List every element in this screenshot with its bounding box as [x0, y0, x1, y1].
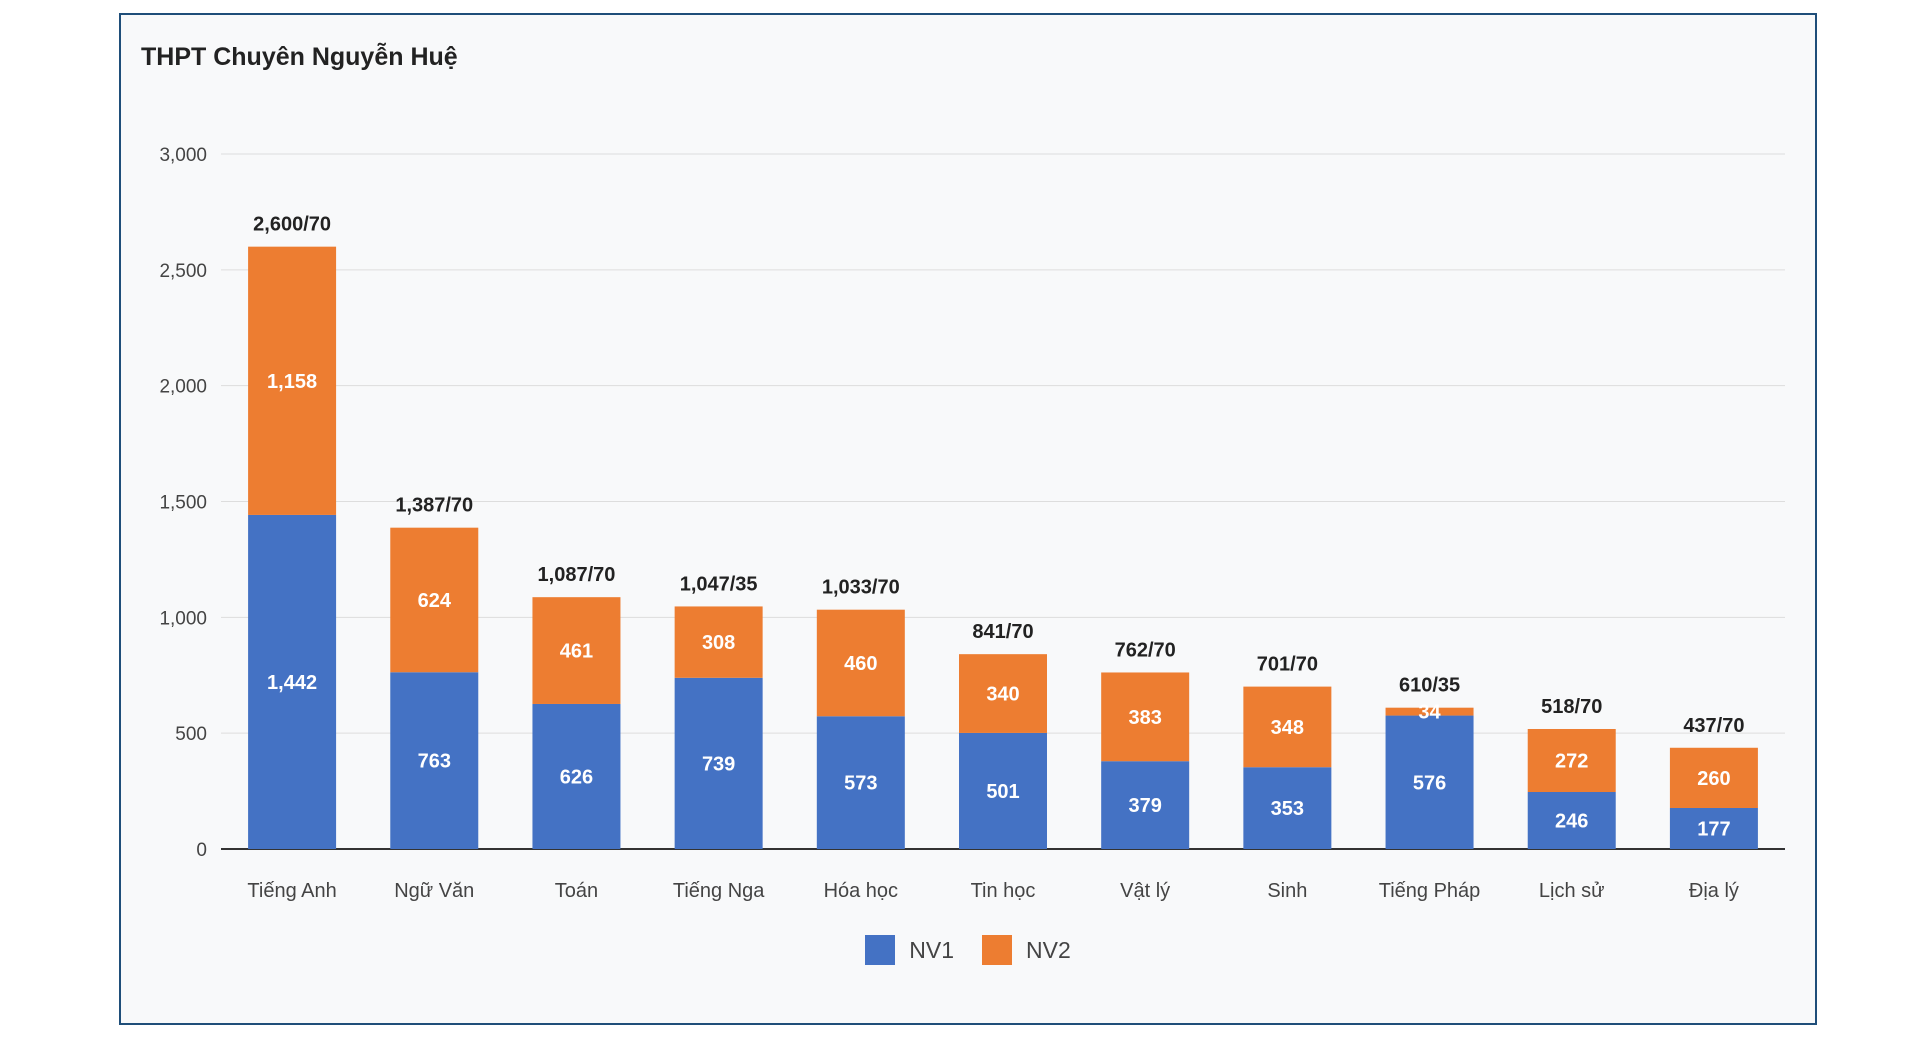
chart-legend: NV1 NV2: [121, 935, 1815, 965]
bar-nv2: [1385, 707, 1474, 716]
bar-nv2: [674, 606, 763, 678]
data-label-nv2: 461: [560, 641, 593, 663]
data-label-nv1: 739: [702, 753, 735, 775]
data-label-nv2: 308: [702, 632, 735, 654]
bar-nv1: [816, 716, 905, 849]
data-label-nv1: 501: [986, 781, 1019, 803]
x-tick-label: Vật lý: [1120, 880, 1170, 902]
bar-nv1: [532, 703, 621, 849]
bar-nv1: [1385, 715, 1474, 849]
chart-title: THPT Chuyên Nguyễn Huệ: [141, 43, 458, 71]
total-label: 437/70: [1683, 715, 1744, 737]
legend-swatch-nv1: [865, 935, 896, 965]
x-tick-label: Sinh: [1267, 880, 1307, 902]
total-label: 841/70: [972, 621, 1033, 643]
bar-nv1: [390, 672, 479, 849]
total-label: 1,387/70: [395, 495, 473, 517]
bar-nv1: [1101, 761, 1190, 849]
bar-nv2: [1669, 747, 1758, 808]
bar-nv1: [248, 514, 337, 849]
bar-chart: 0 500 1,000 1,500 2,000 2,500 3,000 1,442 1,158 2…: [159, 145, 1785, 902]
bar-nv1: [674, 677, 763, 849]
bar-nv2: [1101, 672, 1190, 762]
total-label: 1,047/35: [680, 573, 758, 595]
data-label-nv1: 576: [1413, 772, 1446, 794]
data-label-nv2: 1,158: [267, 371, 317, 393]
bar-nv2: [390, 527, 479, 673]
bar-nv1: [959, 732, 1047, 849]
data-label-nv1: 626: [560, 766, 593, 788]
total-label: 762/70: [1115, 639, 1176, 661]
data-label-nv1: 573: [844, 773, 877, 795]
data-label-nv2: 34: [1418, 702, 1441, 724]
data-label-nv1: 177: [1697, 818, 1730, 840]
bar-nv2: [1527, 728, 1616, 793]
bar-nv2: [248, 246, 337, 515]
y-tick-label: 0: [196, 840, 207, 861]
x-tick-label: Tin học: [971, 880, 1036, 902]
total-label: 701/70: [1257, 654, 1318, 676]
data-label-nv2: 460: [844, 653, 877, 675]
data-label-nv1: 353: [1271, 798, 1304, 820]
data-label-nv1: 246: [1555, 811, 1588, 833]
legend-label-nv1: NV1: [909, 936, 954, 963]
x-tick-label: Lịch sử: [1539, 880, 1605, 902]
bar-nv2: [532, 597, 621, 704]
y-tick-label: 1,500: [159, 493, 207, 514]
data-label-nv1: 1,442: [267, 672, 317, 694]
x-tick-label: Tiếng Anh: [247, 880, 336, 902]
x-tick-label: Ngữ Văn: [394, 880, 474, 902]
total-label: 1,033/70: [822, 577, 900, 599]
y-tick-label: 500: [175, 724, 207, 745]
total-label: 610/35: [1399, 675, 1460, 697]
x-tick-label: Tiếng Pháp: [1379, 880, 1481, 902]
y-tick-label: 1,000: [159, 608, 207, 629]
bar-nv2: [816, 609, 905, 717]
x-tick-label: Toán: [555, 880, 598, 902]
y-tick-label: 2,500: [159, 261, 207, 282]
y-tick-label: 2,000: [159, 377, 207, 398]
data-label-nv1: 763: [418, 751, 451, 773]
data-label-nv2: 272: [1555, 751, 1588, 773]
total-label: 2,600/70: [253, 214, 331, 236]
bar-nv2: [959, 654, 1047, 733]
x-tick-label: Hóa học: [824, 880, 899, 902]
legend-item-nv2[interactable]: NV2: [982, 935, 1071, 965]
data-label-nv2: 624: [418, 590, 452, 612]
data-label-nv1: 379: [1128, 795, 1161, 817]
legend-label-nv2: NV2: [1026, 936, 1071, 963]
chart-container: THPT Chuyên Nguyễn Huệ 0 500 1,000 1,500 2,0…: [119, 13, 1817, 1025]
bar-nv1: [1243, 767, 1332, 849]
data-label-nv2: 348: [1271, 717, 1304, 739]
legend-item-nv1[interactable]: NV1: [865, 935, 954, 965]
data-label-nv2: 260: [1697, 768, 1730, 790]
bar-nv1: [1527, 792, 1616, 849]
bar-nv2: [1243, 686, 1332, 768]
bar-nv1: [1669, 807, 1758, 849]
x-tick-label: Tiếng Nga: [673, 880, 765, 902]
data-label-nv2: 340: [986, 684, 1019, 706]
legend-swatch-nv2: [982, 935, 1012, 965]
x-tick-label: Địa lý: [1689, 880, 1739, 902]
total-label: 518/70: [1541, 696, 1602, 718]
y-tick-label: 3,000: [159, 145, 207, 166]
total-label: 1,087/70: [538, 564, 616, 586]
data-label-nv2: 383: [1128, 707, 1161, 729]
